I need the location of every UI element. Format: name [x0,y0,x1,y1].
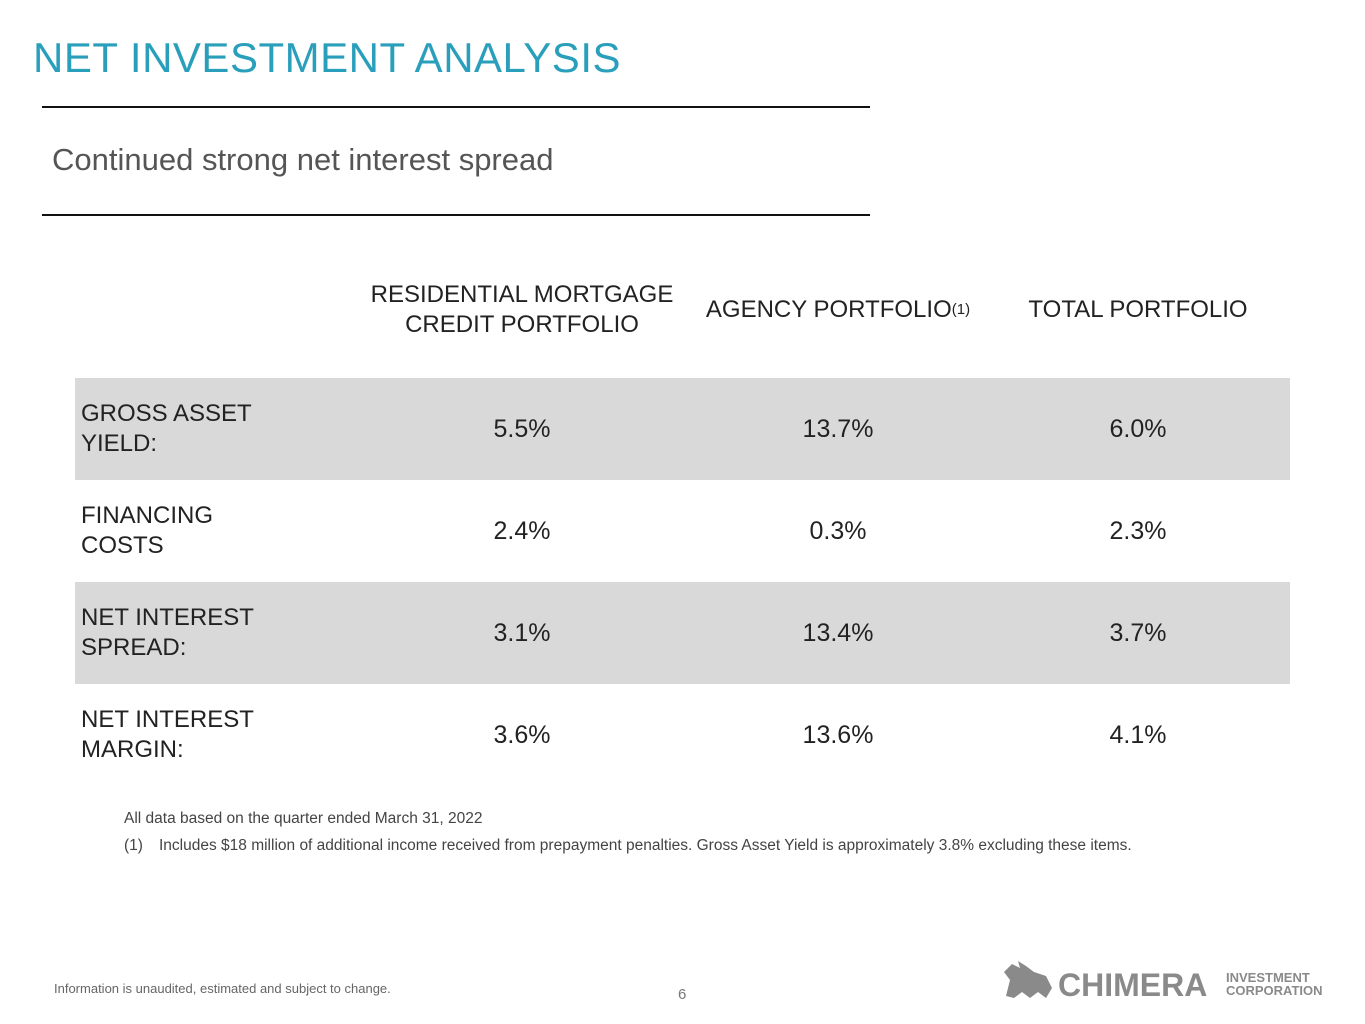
logo-line: CORPORATION [1226,983,1323,998]
row-band [75,378,1290,480]
column-label: AGENCY PORTFOLIO [705,296,952,323]
footnote: All data based on the quarter ended Marc… [124,810,483,827]
column-label: TOTAL PORTFOLIO [1028,296,1248,323]
row-label: NET INTEREST MARGIN: [81,706,254,763]
cell: 13.6% [802,720,874,749]
logo: CHIMERA INVESTMENT CORPORATION [1004,961,1323,1002]
cell: 13.4% [802,618,874,647]
page-number: 6 [678,986,687,1003]
row-label: GROSS ASSET YIELD: [81,400,252,457]
footnote: Includes $18 million of additional incom… [159,837,1132,854]
cell: 3.1% [493,618,551,647]
logo-icon [1004,961,1052,998]
slide-title: NET INVESTMENT ANALYSIS [33,34,621,81]
cell: 6.0% [1109,414,1167,443]
column-note: (1) [951,301,971,318]
cell: 3.7% [1109,618,1167,647]
subtitle: Continued strong net interest spread [52,142,554,177]
disclaimer: Information is unaudited, estimated and … [54,981,391,996]
footnote-marker: (1) [124,837,143,854]
row-label: FINANCING COSTS [81,502,213,559]
logo-line: INVESTMENT [1226,970,1310,985]
column-header: TOTAL PORTFOLIO [998,280,1278,340]
column-header: RESIDENTIAL MORTGAGE CREDIT PORTFOLIO [362,280,682,340]
cell: 4.1% [1109,720,1167,749]
cell: 2.3% [1109,516,1167,545]
rule [42,214,870,216]
cell: 13.7% [802,414,874,443]
cell: 3.6% [493,720,551,749]
column-label: RESIDENTIAL MORTGAGE CREDIT PORTFOLIO [370,281,674,338]
row-label: NET INTEREST SPREAD: [81,604,254,661]
rule [42,106,870,108]
cell: 0.3% [809,516,867,545]
logo-name: CHIMERA [1058,967,1207,1002]
cell: 5.5% [493,414,551,443]
cell: 2.4% [493,516,551,545]
row-band [75,582,1290,684]
column-header: AGENCY PORTFOLIO (1) [688,280,988,340]
